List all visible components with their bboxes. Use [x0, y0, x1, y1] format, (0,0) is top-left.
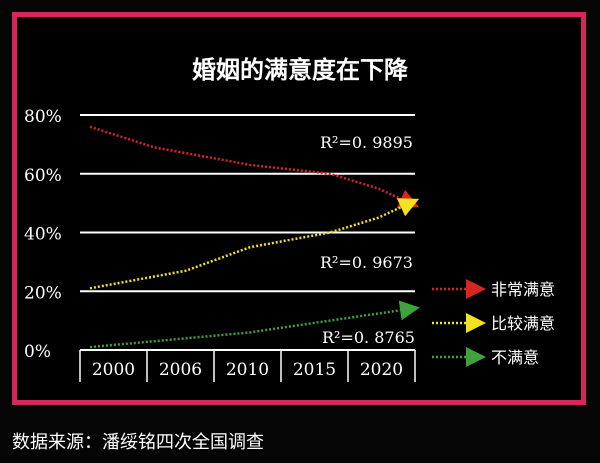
x-tick-label: 2006 [159, 360, 202, 380]
x-tick-label: 2010 [226, 360, 269, 380]
legend-label: 比较满意 [491, 314, 555, 333]
legend-label: 不满意 [491, 348, 539, 367]
r2-label: R²=0. 9673 [320, 253, 413, 272]
chart-title: 婚姻的满意度在下降 [192, 56, 408, 84]
y-tick-label: 80% [24, 107, 62, 127]
r2-label: R²=0. 9895 [320, 133, 413, 152]
grid-lines [80, 114, 415, 351]
y-tick-label: 20% [24, 283, 62, 303]
source-note: 数据来源：潘绥铭四次全国调查 [12, 432, 264, 453]
y-tick-label: 40% [24, 225, 62, 245]
series-line [89, 125, 420, 209]
series-lines [89, 125, 420, 349]
x-axis: 2000 2006 2010 2015 2020 [79, 350, 416, 382]
r2-labels: R²=0. 9895 R²=0. 9673 R²=0. 8765 [320, 133, 415, 347]
series-line [89, 198, 420, 290]
legend-label: 非常满意 [491, 280, 555, 299]
y-axis: 0% 20% 40% 60% 80% [24, 107, 62, 362]
y-tick-label: 60% [24, 166, 62, 186]
x-tick-label: 2015 [293, 360, 336, 380]
chart-frame [12, 12, 586, 405]
y-tick-label: 0% [24, 342, 51, 362]
x-tick-label: 2020 [360, 360, 403, 380]
x-tick-label: 2000 [92, 360, 135, 380]
r2-label: R²=0. 8765 [322, 328, 415, 347]
